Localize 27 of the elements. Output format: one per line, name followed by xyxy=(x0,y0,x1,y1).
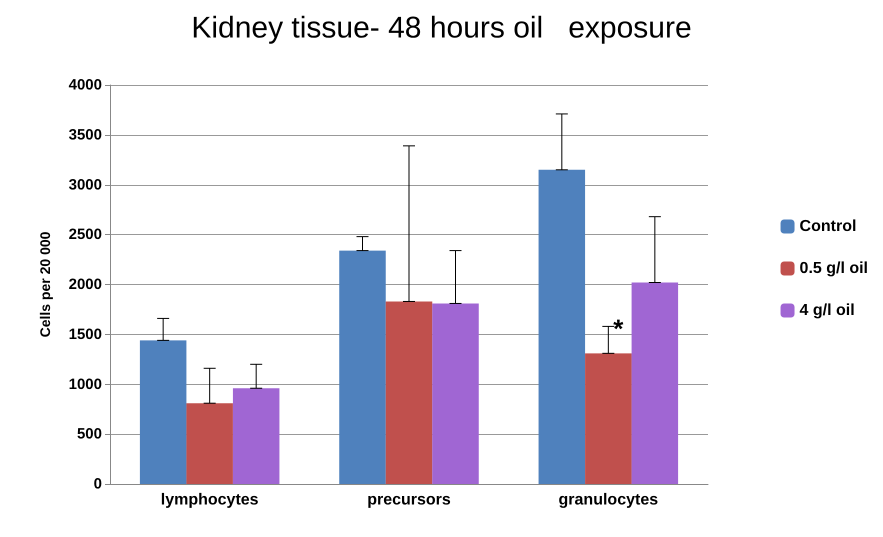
legend-label: 0.5 g/l oil xyxy=(800,260,868,277)
y-tick-label: 500 xyxy=(76,426,102,443)
x-tick-label: lymphocytes xyxy=(160,492,259,508)
bar xyxy=(632,282,678,484)
bar xyxy=(186,403,233,484)
y-tick-label: 3000 xyxy=(68,176,102,194)
y-tick-label: 1000 xyxy=(68,376,102,393)
bar xyxy=(232,388,280,484)
y-axis-title: Cells per 20 000 xyxy=(37,231,53,338)
chart-title: Kidney tissue- 48 hours oil exposure xyxy=(191,12,692,44)
bar xyxy=(339,250,386,484)
y-tick-label: 4000 xyxy=(68,76,102,94)
bar xyxy=(538,170,586,484)
x-tick-label: precursors xyxy=(367,492,451,508)
bar xyxy=(432,303,479,484)
bar xyxy=(585,353,632,484)
y-tick-label: 0 xyxy=(94,476,102,492)
bar xyxy=(140,340,186,484)
legend-label: 4 g/l oil xyxy=(800,302,855,319)
y-tick-label: 2500 xyxy=(68,226,102,244)
y-tick-label: 2000 xyxy=(68,276,102,293)
legend-label: Control xyxy=(800,218,856,235)
y-tick-label: 1500 xyxy=(68,326,102,343)
bar xyxy=(386,301,432,484)
x-tick-label: granulocytes xyxy=(558,492,658,508)
y-tick-label: 3500 xyxy=(68,126,102,144)
annotation: * xyxy=(613,313,624,344)
